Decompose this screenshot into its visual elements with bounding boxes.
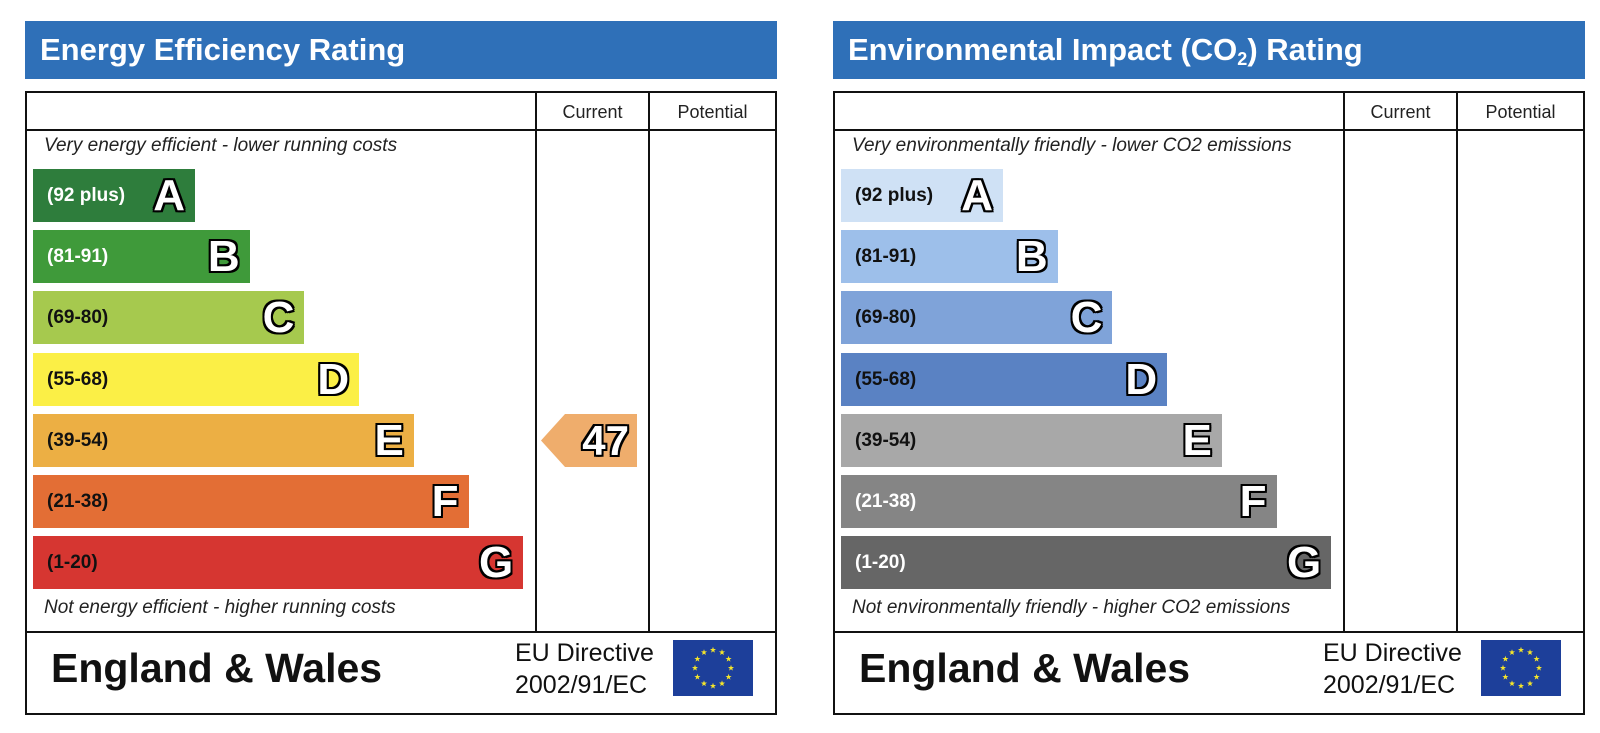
- eu-star-icon: [718, 680, 726, 687]
- rating-bar-e: (39-54) E: [841, 413, 1222, 467]
- directive-line-2: 2002/91/EC: [1323, 671, 1456, 699]
- eu-star-icon: [1533, 673, 1540, 680]
- chart-frame: Current Potential Very environmentally f…: [833, 91, 1585, 715]
- eu-star-icon: [1502, 655, 1509, 662]
- rating-letter: G: [1286, 538, 1322, 588]
- rating-range-label: (55-68): [855, 368, 917, 390]
- eu-flag-icon: [673, 640, 753, 696]
- rating-range-label: (39-54): [855, 429, 917, 451]
- eu-star-icon: [691, 664, 699, 671]
- rating-bar-f: (21-38) F: [33, 475, 469, 528]
- rating-range-label: (1-20): [855, 552, 906, 574]
- bottom-note: Not energy efficient - higher running co…: [44, 597, 396, 618]
- eu-star-icon: [700, 649, 708, 655]
- footer-directive: EU Directive 2002/91/EC: [1323, 637, 1462, 701]
- eu-flag-icon: [1481, 640, 1561, 696]
- eu-star-icon: [1535, 664, 1543, 671]
- rating-letter: D: [317, 354, 350, 404]
- eu-star-icon: [1502, 673, 1509, 680]
- eu-star-icon: [1508, 680, 1516, 687]
- top-note: Very environmentally friendly - lower CO…: [852, 135, 1292, 156]
- bottom-note: Not environmentally friendly - higher CO…: [852, 597, 1291, 618]
- current-rating-value: 47: [582, 416, 629, 464]
- title-main: Environmental Impact (CO: [848, 32, 1238, 67]
- rating-letter: G: [478, 538, 514, 588]
- rating-bar-f: (21-38) F: [841, 475, 1277, 528]
- eu-star-icon: [694, 673, 701, 680]
- eu-star-icon: [1533, 655, 1540, 662]
- column-header-current: Current: [562, 102, 623, 122]
- footer-country: England & Wales: [51, 645, 383, 691]
- eu-star-icon: [1517, 682, 1525, 689]
- rating-letter: B: [1015, 232, 1048, 282]
- eu-star-icon: [1526, 680, 1534, 687]
- eu-star-icon: [1508, 649, 1516, 655]
- rating-range-label: (1-20): [47, 552, 98, 574]
- rating-range-label: (69-80): [855, 307, 917, 329]
- rating-range-label: (39-54): [47, 429, 109, 451]
- rating-bar-g: (1-20) G: [33, 536, 524, 590]
- rating-letter: A: [961, 171, 993, 220]
- rating-letter: C: [1070, 293, 1103, 343]
- chart-frame: Current Potential Very energy efficient …: [25, 91, 777, 715]
- eu-star-icon: [725, 673, 732, 680]
- title-subscript: 2: [1237, 49, 1248, 69]
- current-rating-arrow: 47: [541, 413, 637, 467]
- rating-range-label: (81-91): [47, 246, 109, 268]
- eu-star-icon: [727, 664, 735, 671]
- rating-bar-a: (92 plus) A: [33, 169, 195, 222]
- energy-efficiency-chart: Energy Efficiency Rating Current Potenti…: [25, 21, 777, 715]
- rating-range-label: (81-91): [855, 246, 917, 268]
- eu-star-icon: [1499, 664, 1507, 671]
- rating-bar-g: (1-20) G: [841, 536, 1332, 590]
- rating-bar-d: (55-68) D: [841, 352, 1168, 406]
- footer-directive: EU Directive 2002/91/EC: [515, 637, 654, 701]
- rating-bar-a: (92 plus) A: [841, 169, 1003, 222]
- directive-line-1: EU Directive: [1323, 639, 1462, 667]
- rating-bar-d: (55-68) D: [33, 352, 360, 406]
- eu-star-icon: [1526, 649, 1534, 655]
- footer-country: England & Wales: [859, 645, 1191, 691]
- environmental-impact-chart: Environmental Impact (CO2) Rating Curren…: [833, 21, 1585, 715]
- rating-range-label: (92 plus): [855, 185, 934, 206]
- title-end: ) Rating: [1247, 32, 1363, 67]
- rating-bar-c: (69-80) C: [33, 291, 305, 345]
- rating-letter: E: [1182, 415, 1212, 465]
- column-header-potential: Potential: [677, 102, 748, 122]
- rating-letter: F: [431, 477, 459, 526]
- eu-star-icon: [694, 655, 701, 662]
- eu-star-icon: [718, 649, 726, 655]
- eu-star-icon: [725, 655, 732, 662]
- directive-line-2: 2002/91/EC: [515, 671, 648, 699]
- rating-letter: B: [207, 232, 240, 282]
- arrow-shape: [541, 413, 637, 467]
- eu-star-icon: [1517, 646, 1525, 653]
- rating-range-label: (55-68): [47, 368, 109, 390]
- rating-range-label: (69-80): [47, 307, 109, 329]
- directive-line-1: EU Directive: [515, 639, 654, 667]
- rating-letter: D: [1125, 354, 1158, 404]
- eu-star-icon: [709, 682, 717, 689]
- rating-bar-b: (81-91) B: [33, 230, 250, 284]
- eu-star-icon: [700, 680, 708, 687]
- eu-star-icon: [709, 646, 717, 653]
- rating-letter: F: [1239, 477, 1267, 526]
- rating-letter: E: [374, 415, 404, 465]
- rating-bar-b: (81-91) B: [841, 230, 1058, 284]
- rating-bar-c: (69-80) C: [841, 291, 1113, 345]
- chart-title: Environmental Impact (CO2) Rating: [833, 21, 1585, 79]
- chart-title: Energy Efficiency Rating: [25, 21, 777, 79]
- rating-letter: C: [262, 293, 295, 343]
- column-header-current: Current: [1370, 102, 1431, 122]
- rating-range-label: (21-38): [47, 491, 109, 512]
- top-note: Very energy efficient - lower running co…: [44, 135, 398, 156]
- rating-letter: A: [153, 171, 185, 220]
- rating-range-label: (21-38): [855, 491, 917, 512]
- rating-range-label: (92 plus): [47, 185, 126, 206]
- rating-bar-e: (39-54) E: [33, 413, 414, 467]
- column-header-potential: Potential: [1485, 102, 1556, 122]
